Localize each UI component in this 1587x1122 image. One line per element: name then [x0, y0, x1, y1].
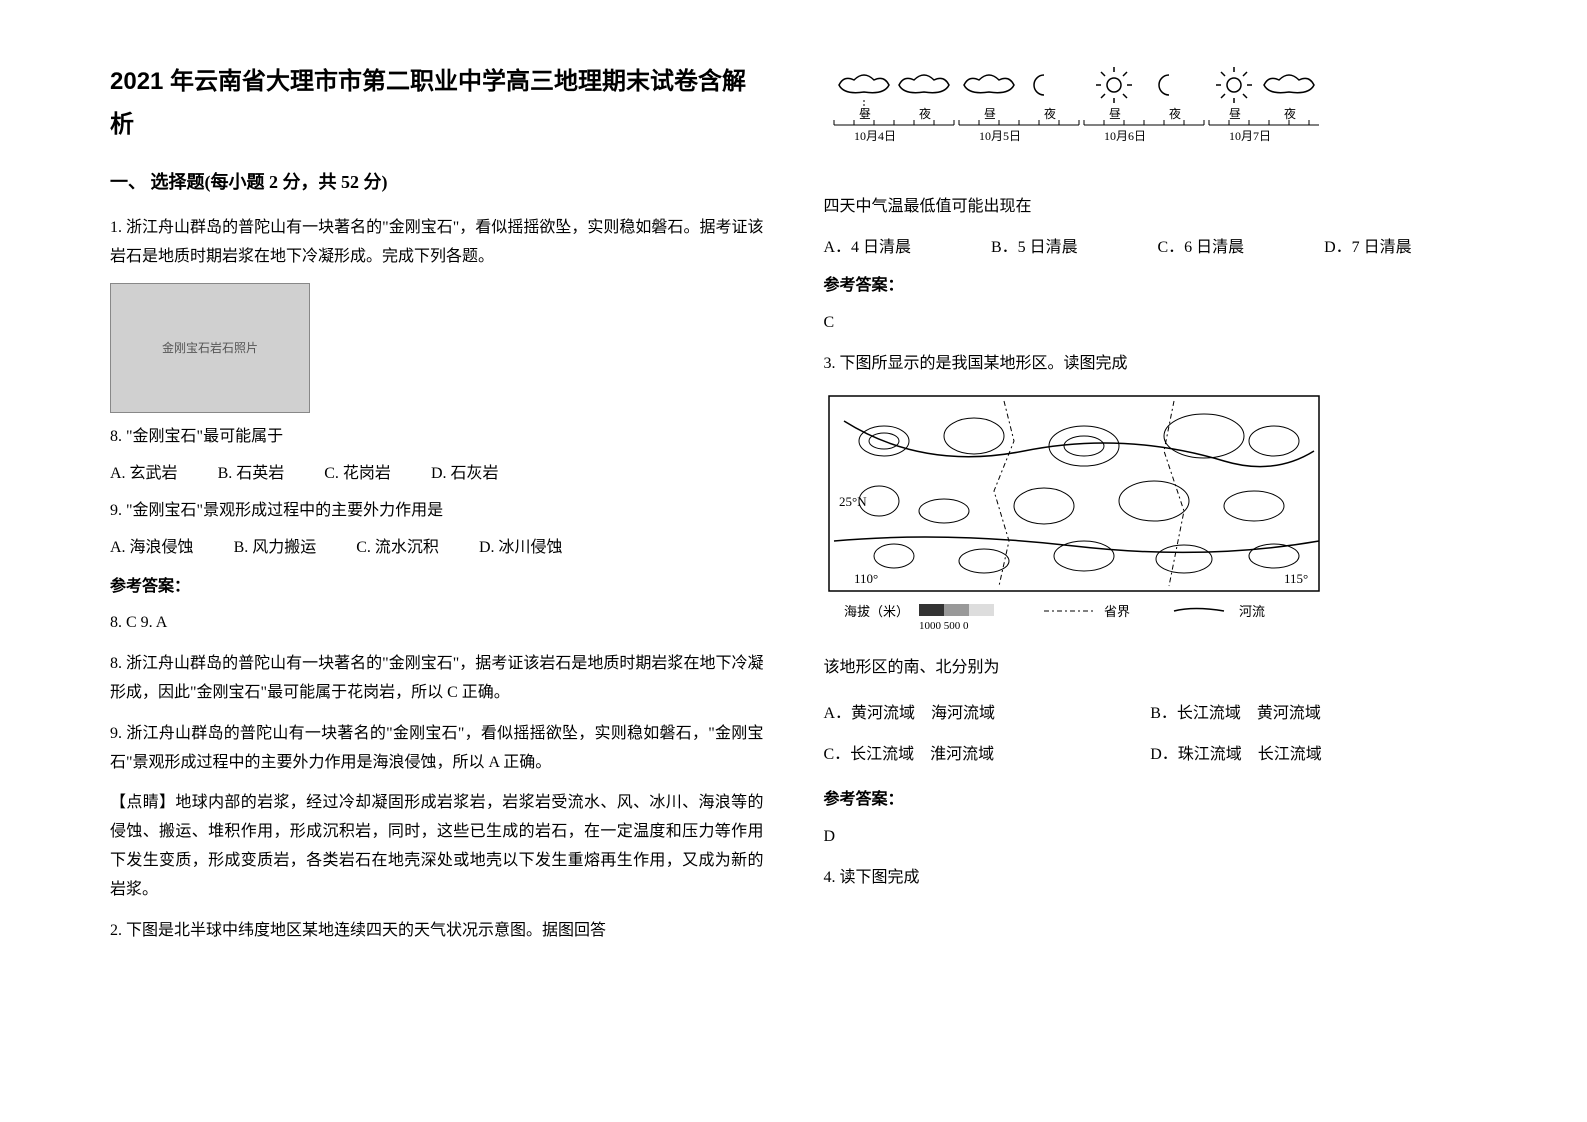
q3-answer: D [824, 823, 1478, 852]
svg-text:昼: 昼 [1109, 107, 1121, 121]
opt-b: B. 石英岩 [218, 460, 285, 489]
svg-text:1000 500 0: 1000 500 0 [919, 620, 969, 631]
q3-stem: 3. 下图所显示的是我国某地形区。读图完成 [824, 350, 1478, 379]
q1-explain9: 9. 浙江舟山群岛的普陀山有一块著名的"金刚宝石"，看似摇摇欲坠，实则稳如磐石，… [110, 720, 764, 778]
q3-map-diagram: 25°N 110° 115° 海拔（米） 1000 500 0 省界 河流 [824, 391, 1324, 631]
opt-c: C. 花岗岩 [324, 460, 391, 489]
q1-rock-image: 金刚宝石岩石照片 [110, 283, 310, 413]
q1-sub9-options: A. 海浪侵蚀 B. 风力搬运 C. 流水沉积 D. 冰川侵蚀 [110, 534, 764, 563]
date-label: 10月6日 [1104, 129, 1146, 143]
q2-question: 四天中气温最低值可能出现在 [824, 193, 1478, 222]
opt-d: D．珠江流域 长江流域 [1150, 741, 1477, 770]
q1-sub8-options: A. 玄武岩 B. 石英岩 C. 花岗岩 D. 石灰岩 [110, 460, 764, 489]
q2-answer: C [824, 309, 1478, 338]
lat-label: 25°N [839, 494, 867, 509]
q2-options: A．4 日清晨 B．5 日清晨 C．6 日清晨 D．7 日清晨 [824, 234, 1412, 263]
q3-question: 该地形区的南、北分别为 [824, 654, 1478, 683]
q2-answer-heading: 参考答案： [824, 272, 1478, 301]
opt-a: A．4 日清晨 [824, 234, 912, 263]
q1-answer-heading: 参考答案： [110, 573, 764, 602]
section-heading: 一、 选择题(每小题 2 分，共 52 分) [110, 166, 764, 198]
lon-right-label: 115° [1284, 571, 1308, 586]
opt-d: D. 石灰岩 [431, 460, 499, 489]
svg-text:河流: 河流 [1239, 604, 1265, 619]
q1-answers: 8. C 9. A [110, 609, 764, 638]
svg-text:昼: 昼 [1229, 107, 1241, 121]
q1-sub9: 9. "金刚宝石"景观形成过程中的主要外力作用是 [110, 497, 764, 526]
image-alt-text: 金刚宝石岩石照片 [162, 338, 258, 360]
q2-stem: 2. 下图是北半球中纬度地区某地连续四天的天气状况示意图。据图回答 [110, 917, 764, 946]
opt-c: C. 流水沉积 [356, 534, 439, 563]
opt-b: B．长江流域 黄河流域 [1150, 700, 1477, 729]
q1-sub8: 8. "金刚宝石"最可能属于 [110, 423, 764, 452]
opt-d: D．7 日清晨 [1324, 234, 1412, 263]
svg-text:昼: 昼 [984, 107, 996, 121]
date-label: 10月7日 [1229, 129, 1271, 143]
svg-text:昼: 昼 [859, 107, 871, 121]
opt-b: B．5 日清晨 [991, 234, 1078, 263]
date-label: 10月5日 [979, 129, 1021, 143]
svg-text:夜: 夜 [1284, 106, 1296, 121]
svg-text:夜: 夜 [1044, 106, 1056, 121]
opt-d: D. 冰川侵蚀 [479, 534, 563, 563]
svg-text:海拔（米）: 海拔（米） [844, 604, 909, 619]
q3-answer-heading: 参考答案： [824, 786, 1478, 815]
exam-title: 2021 年云南省大理市市第二职业中学高三地理期末试卷含解析 [110, 60, 764, 146]
opt-c: C．长江流域 淮河流域 [824, 741, 1151, 770]
date-label: 10月4日 [854, 129, 896, 143]
lon-left-label: 110° [854, 571, 878, 586]
svg-text:夜: 夜 [919, 106, 931, 121]
opt-a: A. 玄武岩 [110, 460, 178, 489]
q1-tip: 【点睛】地球内部的岩浆，经过冷却凝固形成岩浆岩，岩浆岩受流水、风、冰川、海浪等的… [110, 789, 764, 904]
opt-c: C．6 日清晨 [1158, 234, 1245, 263]
q1-explain8: 8. 浙江舟山群岛的普陀山有一块著名的"金刚宝石"，据考证该岩石是地质时期岩浆在… [110, 650, 764, 708]
svg-text:省界: 省界 [1104, 604, 1130, 619]
opt-a: A．黄河流域 海河流域 [824, 700, 1151, 729]
q4-stem: 4. 读下图完成 [824, 864, 1478, 893]
q2-weather-diagram: 昼 夜 10月4日 昼 夜 10月5日 [824, 60, 1324, 170]
q3-options: A．黄河流域 海河流域 B．长江流域 黄河流域 C．长江流域 淮河流域 D．珠江… [824, 694, 1478, 776]
q1-stem: 1. 浙江舟山群岛的普陀山有一块著名的"金刚宝石"，看似摇摇欲坠，实则稳如磐石。… [110, 214, 764, 272]
svg-text:夜: 夜 [1169, 106, 1181, 121]
opt-a: A. 海浪侵蚀 [110, 534, 194, 563]
opt-b: B. 风力搬运 [234, 534, 317, 563]
